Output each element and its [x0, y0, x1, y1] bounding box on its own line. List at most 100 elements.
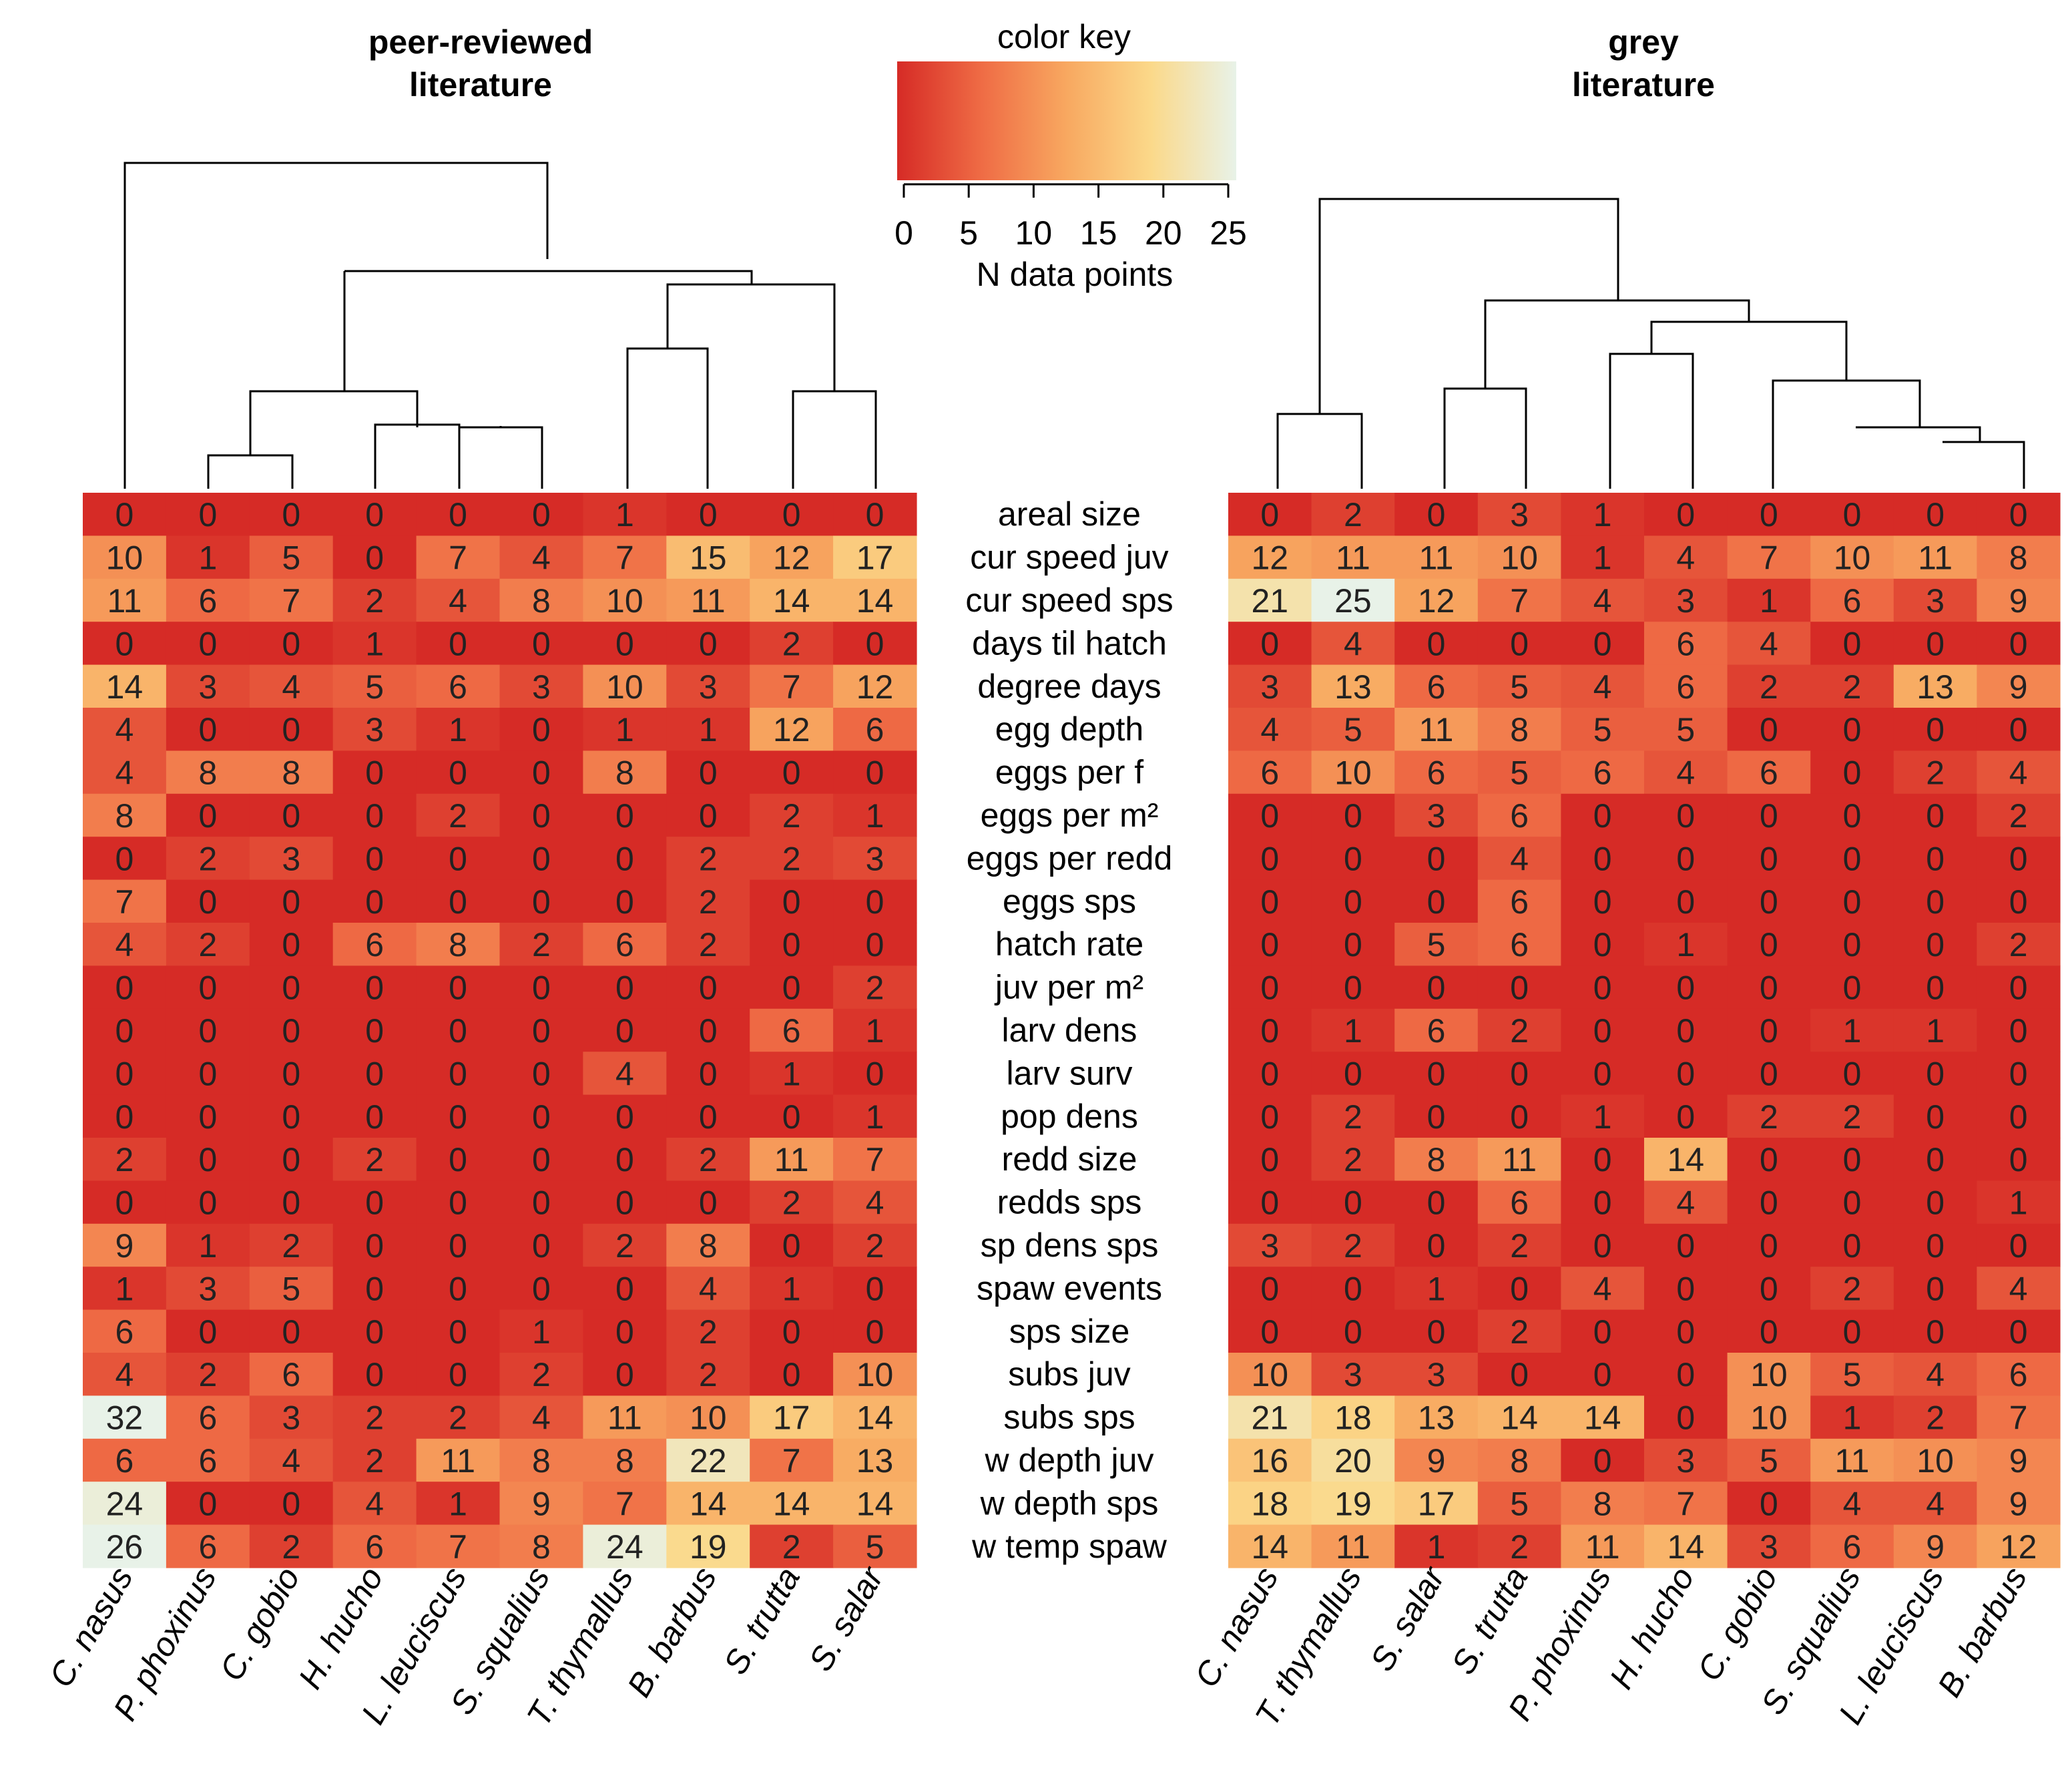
row-label: days til hatch — [972, 624, 1167, 662]
heatmap-cell-value: 0 — [1427, 1184, 1446, 1222]
heatmap-cell-value: 4 — [1676, 1184, 1695, 1222]
heatmap-cell — [666, 1524, 750, 1568]
heatmap-cell — [1394, 923, 1479, 966]
heatmap-cell — [1477, 1052, 1561, 1096]
heatmap-cell-value: 6 — [1510, 883, 1529, 921]
heatmap-cell-value: 1 — [365, 625, 384, 662]
heatmap-cell — [1311, 622, 1395, 666]
heatmap-cell — [1311, 578, 1395, 622]
heatmap-cell-value: 24 — [606, 1528, 643, 1566]
heatmap-cell-value: 6 — [449, 668, 467, 706]
heatmap-cell-value: 10 — [1916, 1442, 1954, 1480]
heatmap-cell-value: 8 — [1427, 1141, 1446, 1178]
heatmap-cell — [1644, 1353, 1728, 1396]
heatmap-cell — [1228, 1395, 1312, 1439]
heatmap-cell-value: 0 — [2009, 1012, 2028, 1050]
heatmap-cell-value: 9 — [115, 1227, 134, 1265]
heatmap-cell — [1977, 1052, 2061, 1096]
heatmap-cell — [750, 708, 834, 751]
heatmap-cell — [1644, 622, 1728, 666]
heatmap-cell-value: 1 — [782, 1055, 801, 1092]
heatmap-cell-value: 2 — [365, 582, 384, 620]
heatmap-cell — [499, 837, 583, 881]
heatmap-cell — [666, 1309, 750, 1353]
heatmap-cell-value: 14 — [773, 1485, 810, 1522]
heatmap-cell-value: 0 — [782, 496, 801, 533]
row-label: egg depth — [995, 710, 1143, 748]
heatmap-cell — [416, 1309, 501, 1353]
heatmap-cell — [1561, 1438, 1645, 1482]
heatmap-cell — [1810, 1482, 1894, 1526]
heatmap-cell — [583, 750, 667, 795]
heatmap-cell-value: 9 — [2009, 582, 2028, 620]
heatmap-cell — [1810, 965, 1894, 1010]
heatmap-cell-value: 0 — [532, 711, 551, 748]
heatmap-cell-value: 10 — [106, 539, 144, 577]
heatmap-cell — [750, 837, 834, 881]
heatmap-cell-value: 4 — [365, 1485, 384, 1522]
heatmap-cell — [1977, 535, 2061, 580]
heatmap-cell — [83, 1094, 167, 1138]
heatmap-cell — [83, 1267, 167, 1311]
heatmap-cell-value: 4 — [1676, 539, 1695, 577]
heatmap-cell — [499, 793, 583, 837]
heatmap-cell-value: 0 — [532, 496, 551, 533]
heatmap-cell — [1477, 1309, 1561, 1353]
heatmap-cell — [1228, 1223, 1312, 1267]
heatmap-cell — [1977, 1094, 2061, 1138]
heatmap-cell — [499, 493, 583, 536]
heatmap-cell — [1810, 535, 1894, 580]
heatmap-cell-value: 1 — [115, 1270, 134, 1307]
heatmap-cell — [1561, 1223, 1645, 1267]
column-label: S. salar — [802, 1559, 891, 1677]
heatmap-cell — [1477, 879, 1561, 923]
heatmap-cell-value: 0 — [1344, 1184, 1362, 1222]
heatmap-cell — [166, 1438, 250, 1482]
heatmap-cell — [1311, 965, 1395, 1010]
heatmap-cell-value: 0 — [1926, 969, 1945, 1007]
heatmap-cell — [833, 1180, 917, 1225]
heatmap-cell — [1644, 708, 1728, 751]
heatmap-cell-value: 7 — [615, 539, 634, 577]
heatmap-cell — [1477, 1094, 1561, 1138]
heatmap-cell — [416, 1138, 501, 1181]
heatmap-cell — [332, 535, 417, 580]
heatmap-cell-value: 3 — [282, 840, 300, 877]
heatmap-cell — [1477, 965, 1561, 1010]
heatmap-cell-value: 0 — [1510, 1055, 1529, 1092]
heatmap-cell — [249, 578, 334, 622]
heatmap-cell-value: 6 — [1843, 582, 1862, 620]
heatmap-cell-value: 6 — [1427, 754, 1446, 792]
heatmap-cell — [1477, 1395, 1561, 1439]
heatmap-cell-value: 2 — [1760, 1098, 1778, 1136]
heatmap-cell — [1727, 879, 1811, 923]
row-label: sps size — [1009, 1313, 1130, 1350]
heatmap-cell — [332, 578, 417, 622]
heatmap-cell-value: 6 — [282, 1356, 300, 1393]
heatmap-cell — [1644, 1223, 1728, 1267]
heatmap-cell — [1394, 1482, 1479, 1526]
heatmap-cell-value: 0 — [866, 883, 884, 921]
heatmap-cell — [1644, 837, 1728, 881]
heatmap-cell — [1394, 622, 1479, 666]
heatmap-cell — [249, 1008, 334, 1052]
heatmap-cell — [1228, 1482, 1312, 1526]
heatmap-cell-value: 0 — [1760, 883, 1778, 921]
heatmap-cell-value: 0 — [282, 969, 300, 1007]
heatmap-cell-value: 8 — [532, 1442, 551, 1480]
heatmap-cell-value: 6 — [115, 1313, 134, 1351]
heatmap-cell — [166, 1052, 250, 1096]
heatmap-cell — [583, 1008, 667, 1052]
heatmap-cell-value: 0 — [1926, 1184, 1945, 1222]
heatmap-cell-value: 4 — [115, 711, 134, 748]
heatmap-cell — [1644, 1008, 1728, 1052]
heatmap-cell — [83, 1180, 167, 1225]
heatmap-cell-value: 12 — [2000, 1528, 2037, 1566]
heatmap-cell — [666, 1438, 750, 1482]
heatmap-cell-value: 0 — [1926, 1227, 1945, 1265]
heatmap-cell-value: 0 — [1344, 883, 1362, 921]
heatmap-cell-value: 4 — [1260, 711, 1279, 748]
heatmap-cell-value: 0 — [1843, 883, 1862, 921]
heatmap-cell-value: 6 — [866, 711, 884, 748]
heatmap-cell — [1311, 837, 1395, 881]
